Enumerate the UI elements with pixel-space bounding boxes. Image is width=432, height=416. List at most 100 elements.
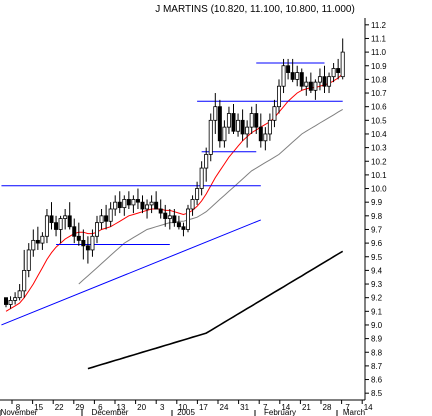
candle (276, 79, 281, 114)
candle (154, 191, 159, 210)
candle (185, 204, 190, 233)
candle-body (258, 126, 263, 142)
candle-body (126, 199, 131, 206)
chart-title: J MARTINS (10.820, 11.100, 10.800, 11.00… (155, 4, 355, 15)
candle (158, 199, 163, 219)
y-tick-label: 8.6 (371, 376, 383, 385)
candle-body (322, 76, 327, 87)
x-tick-label: 31 (240, 403, 249, 412)
candle (163, 204, 168, 227)
y-tick-label: 8.7 (371, 362, 383, 371)
candle-body (290, 72, 295, 80)
x-tick-label: 7 (345, 403, 350, 412)
candle (35, 226, 40, 250)
candle (286, 58, 291, 80)
candle (267, 113, 272, 141)
candle-body (99, 215, 104, 224)
candle (8, 296, 13, 309)
candle-body (185, 208, 190, 230)
candle (336, 58, 341, 80)
candle-body (331, 68, 336, 78)
candle-body (276, 85, 281, 108)
candle (236, 113, 241, 137)
x-tick-label: 8 (16, 403, 21, 412)
y-tick-label: 10.8 (371, 75, 387, 84)
candle-body (54, 222, 59, 230)
y-tick-label: 10.1 (371, 171, 387, 180)
candle (135, 188, 140, 209)
ma-short-line (5, 73, 344, 312)
candle (322, 65, 327, 94)
candle (231, 103, 236, 134)
month-label: November (1, 408, 38, 416)
candle-body (58, 218, 63, 230)
month-label: 2005 (177, 408, 195, 416)
candle (317, 68, 322, 91)
candle (195, 181, 200, 205)
x-tick-label: 15 (34, 403, 43, 412)
candle-body (8, 300, 13, 305)
candle-body (236, 119, 241, 132)
x-tick-label: 29 (75, 403, 84, 412)
candle (72, 218, 77, 244)
candle-body (299, 72, 304, 87)
x-tick-label: 14 (364, 403, 373, 412)
y-tick-label: 9.7 (371, 225, 383, 234)
y-tick-label: 10.3 (371, 144, 387, 153)
candle-body (231, 113, 236, 132)
candle-body (145, 204, 150, 210)
candle (199, 161, 204, 196)
candle-body (267, 119, 272, 135)
candle-body (149, 201, 154, 206)
y-tick-label: 9.9 (371, 198, 383, 207)
candle (117, 191, 122, 214)
candle-body (108, 208, 113, 222)
candle (176, 215, 181, 230)
x-tick-label: 17 (199, 403, 208, 412)
x-tick-label: 6 (98, 403, 103, 412)
candle (95, 215, 100, 244)
y-tick-label: 9.4 (371, 266, 383, 275)
x-tick-label: 7 (263, 403, 268, 412)
candle-body (245, 126, 250, 135)
candle-body (44, 215, 49, 237)
trendline-5 (1, 219, 261, 326)
y-tick-label: 10.7 (371, 89, 387, 98)
candlestick-layer (4, 38, 345, 309)
candle (172, 209, 177, 227)
candle (245, 120, 250, 148)
x-tick-label: 10 (178, 403, 187, 412)
candle-body (4, 297, 9, 305)
candle (313, 79, 318, 100)
x-tick-label: 20 (137, 403, 146, 412)
y-tick-label: 8.9 (371, 335, 383, 344)
candle-body (167, 215, 172, 219)
x-tick-label: 13 (117, 403, 126, 412)
candle-body (13, 297, 18, 301)
y-tick-label: 8.5 (371, 389, 383, 398)
candle-body (163, 212, 168, 219)
candle-body (76, 235, 81, 241)
candle-body (199, 167, 204, 189)
candle-body (340, 51, 345, 78)
candle-body (327, 76, 332, 87)
candle-body (81, 239, 86, 247)
y-tick-label: 9.8 (371, 212, 383, 221)
candle-body (63, 215, 68, 219)
x-tick-label: 22 (55, 403, 64, 412)
candle-body (240, 119, 245, 135)
trendline-layer (1, 62, 343, 326)
candle-body (254, 113, 259, 128)
candle-body (122, 199, 127, 209)
candle (131, 195, 136, 214)
y-tick-label: 9.5 (371, 253, 383, 262)
candle (104, 204, 109, 230)
candle (190, 195, 195, 216)
candle-body (313, 81, 318, 91)
candle-body (17, 290, 22, 299)
candle (31, 229, 36, 257)
candle (13, 292, 18, 305)
y-tick-label: 10.6 (371, 103, 387, 112)
candle-body (213, 106, 218, 121)
